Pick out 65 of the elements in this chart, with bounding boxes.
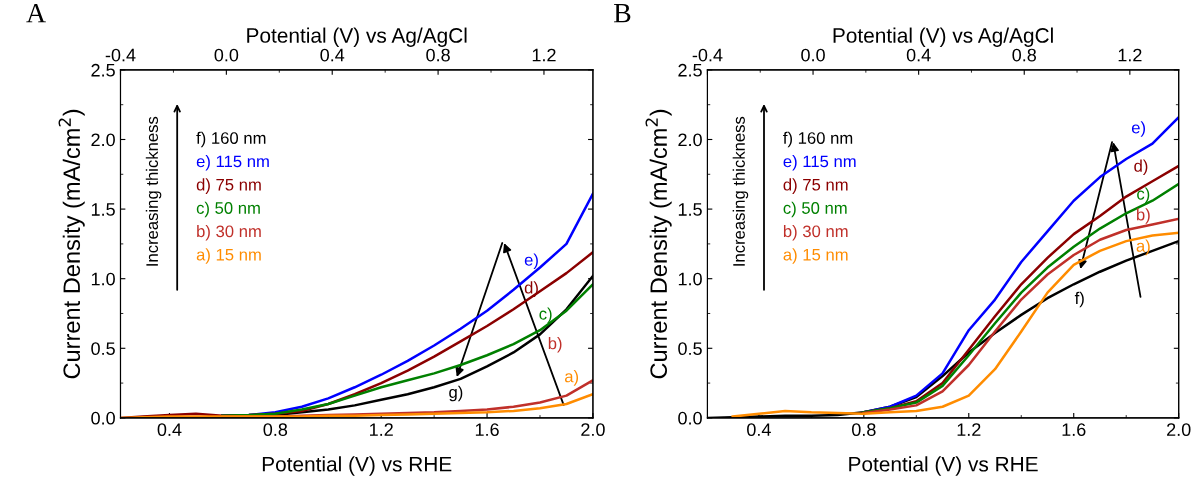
x2-tick-label: 0.8: [1012, 48, 1037, 62]
annotation: Increasing thickness: [732, 116, 749, 266]
x-tick-label: 2.0: [581, 423, 605, 437]
annotation: c): [1137, 187, 1150, 203]
text: f) 160 nm: [196, 131, 266, 148]
text: c) 50 nm: [783, 201, 847, 218]
y-tick-label: 1.0: [91, 272, 115, 286]
y-axis-title: Current Density (mA/cm$^{2}$): [645, 109, 672, 379]
annotation: e): [524, 253, 538, 270]
text: e) 115 nm: [196, 155, 269, 171]
annotation: g): [449, 385, 463, 402]
annotation: e): [1131, 121, 1145, 137]
annotation: a): [564, 370, 579, 386]
text: b) 30 nm: [197, 224, 261, 241]
x-tick-label: 1.2: [957, 423, 981, 436]
x-tick-label: 0.4: [157, 423, 182, 437]
x2-tick-label: 0.4: [906, 48, 931, 62]
y-tick-label: 0.5: [91, 342, 115, 356]
annotation: c): [539, 307, 552, 323]
text: e) 115 nm: [783, 155, 856, 171]
x2-tick-label: 1.2: [532, 48, 556, 62]
x2-axis-title: Potential (V) vs Ag/AgCl: [833, 27, 1053, 47]
x-tick-label: 0.8: [851, 423, 876, 437]
x-tick-label: 1.6: [475, 423, 499, 437]
chart-title: A: [26, 3, 46, 23]
x2-axis-title: Potential (V) vs Ag/AgCl: [247, 27, 467, 47]
text: c) 50 nm: [196, 201, 260, 218]
x-tick-label: 2.0: [1167, 423, 1191, 437]
x2-tick-label: 1.2: [1118, 48, 1142, 62]
x2-tick-label: 0.0: [214, 48, 239, 62]
text: d) 75 nm: [196, 178, 261, 194]
text: b) 30 nm: [783, 224, 848, 241]
annotation: f): [1074, 291, 1084, 308]
y-axis-title: Current Density (mA/cm$^{2}$): [58, 109, 85, 379]
y-tick-label: 1.0: [678, 272, 702, 286]
annotation: b): [548, 337, 562, 353]
y-tick-label: 0.0: [91, 411, 115, 425]
x-tick-label: 1.6: [1062, 423, 1086, 437]
y-tick-label: 2.0: [678, 133, 702, 147]
y-tick-label: 2.0: [91, 133, 115, 147]
text: a) 15 nm: [196, 248, 261, 264]
annotation: a): [1136, 239, 1150, 256]
x-tick-label: 0.4: [747, 423, 771, 437]
x2-tick-label: -0.4: [105, 48, 136, 62]
y-tick-label: 2.5: [91, 63, 115, 77]
x2-tick-label: -0.4: [692, 48, 723, 62]
x2-tick-label: 0.4: [320, 48, 345, 62]
x-tick-label: 0.8: [263, 423, 288, 437]
text: a) 15 nm: [783, 248, 848, 264]
x-axis-title: Potential (V) vs RHE: [849, 456, 1038, 476]
x-axis-title: Potential (V) vs RHE: [262, 456, 452, 476]
text: f) 160 nm: [783, 131, 853, 148]
annotation: Increasing thickness: [145, 116, 162, 266]
chart-title: B: [614, 4, 631, 23]
annotation: b): [1137, 208, 1150, 224]
y-tick-label: 2.5: [678, 63, 702, 77]
y-tick-label: 1.5: [678, 203, 702, 216]
y-tick-label: 0.0: [678, 411, 702, 425]
y-tick-label: 0.5: [678, 342, 702, 356]
x2-tick-label: 0.8: [426, 48, 450, 62]
annotation: d): [1134, 159, 1148, 176]
y-tick-label: 1.5: [91, 203, 115, 216]
x-tick-label: 1.2: [370, 423, 393, 436]
x2-tick-label: 0.0: [801, 48, 825, 62]
text: d) 75 nm: [783, 178, 848, 194]
